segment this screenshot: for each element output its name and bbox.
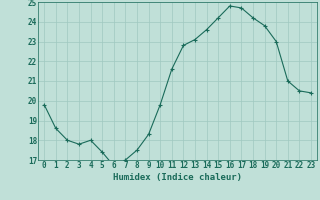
X-axis label: Humidex (Indice chaleur): Humidex (Indice chaleur) (113, 173, 242, 182)
